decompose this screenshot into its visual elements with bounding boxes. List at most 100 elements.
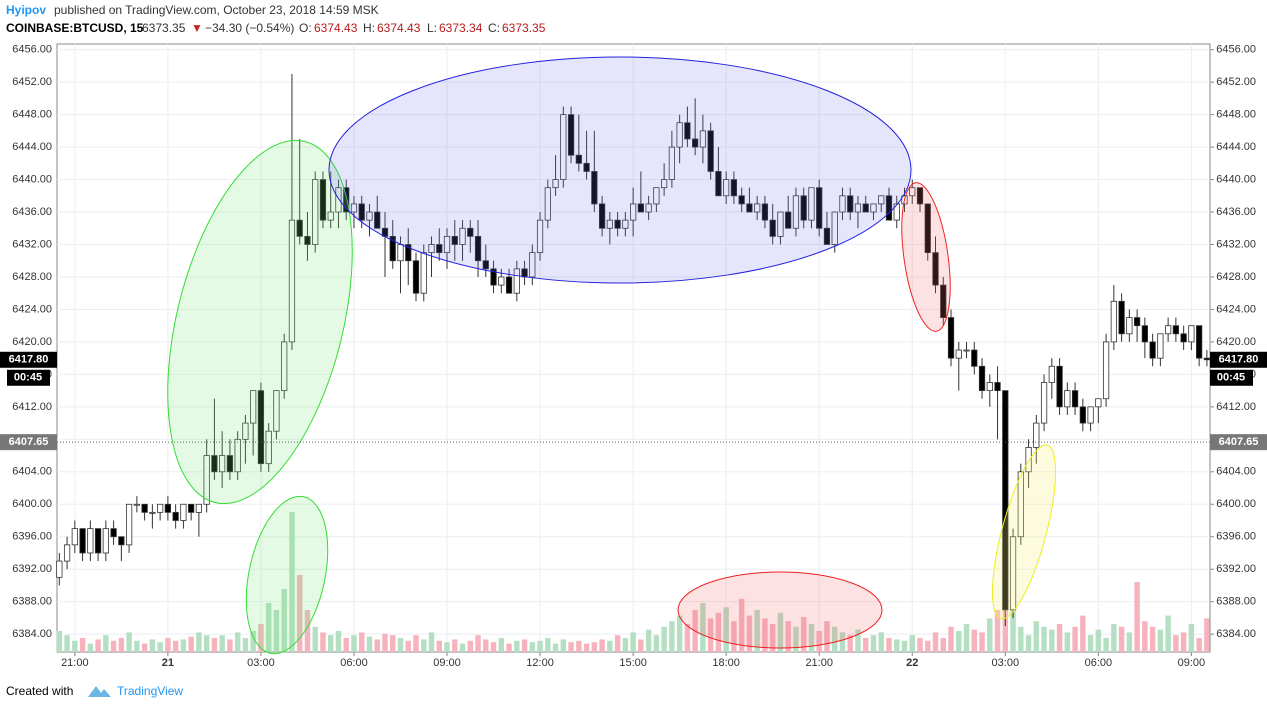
candle-body (358, 203, 365, 221)
candle-body (242, 422, 249, 440)
candle-body (823, 227, 831, 245)
candle-body (854, 203, 862, 213)
volume-bar (1025, 635, 1032, 652)
volume-bar (258, 624, 264, 652)
price-line-label: 6407.65 (9, 436, 49, 448)
volume-bar (1103, 638, 1109, 652)
candle-body (622, 219, 629, 229)
volume-bar (1204, 618, 1210, 652)
volume-bar (335, 631, 342, 652)
volume-bar (126, 632, 132, 652)
y-tick-label: 6388.00 (1216, 596, 1256, 608)
candle-body (862, 203, 869, 213)
candle-body (730, 179, 738, 197)
volume-bar (110, 640, 117, 652)
volume-bar (374, 639, 380, 652)
candle-body (482, 260, 489, 270)
y-tick-label: 6452.00 (12, 76, 52, 88)
volume-bar (963, 624, 970, 652)
x-tick-label: 03:00 (992, 657, 1020, 669)
y-tick-label: 6428.00 (12, 271, 52, 283)
volume-bar (118, 638, 125, 652)
candle-body (536, 219, 544, 254)
candle-body (994, 382, 1001, 392)
price-line-box (0, 434, 57, 451)
volume-bar (444, 642, 450, 652)
volume-bar (622, 638, 629, 652)
y-tick-label: 6436.00 (12, 206, 52, 218)
y-tick-label: 6448.00 (12, 109, 52, 121)
candle-body (707, 130, 714, 172)
candle-body (343, 187, 350, 213)
x-tick-label: 12:00 (526, 657, 554, 669)
published: published on TradingView.com, October 23… (54, 3, 379, 17)
candle-body (374, 211, 381, 229)
volume-bar (196, 632, 202, 652)
candle-body (226, 455, 234, 473)
candle-body (203, 455, 210, 505)
candle-body (195, 503, 203, 513)
candle-body (916, 187, 924, 205)
x-tick-label: 09:00 (433, 657, 461, 669)
candle-body (963, 349, 970, 352)
candle-body (273, 390, 280, 432)
volume-bar (475, 635, 481, 652)
volume-bar (769, 624, 776, 652)
candle-body (723, 179, 730, 197)
candle-body (149, 511, 156, 514)
annotation-ellipse (328, 56, 912, 284)
candle-body (816, 187, 823, 229)
candle-body (389, 235, 396, 262)
candle-body (1040, 382, 1048, 424)
candle-body (560, 114, 567, 180)
volume-bar (824, 621, 830, 652)
volume-bar (661, 626, 667, 652)
y-tick-label: 6392.00 (1216, 563, 1256, 575)
volume-bar (382, 633, 388, 652)
volume-bar (599, 639, 605, 652)
volume-bar (1064, 632, 1071, 652)
volume-bar (242, 638, 249, 652)
volume-bar (343, 638, 349, 652)
candle-body (157, 503, 164, 513)
brand[interactable]: TradingView (117, 684, 183, 698)
volume-bar (95, 639, 101, 652)
candle-body (1188, 325, 1195, 343)
h-label: H: (363, 21, 375, 35)
volume-bar (1056, 624, 1063, 652)
volume-bar (777, 612, 784, 652)
volume-bar (940, 638, 946, 652)
candle-body (583, 162, 590, 172)
volume-bar (715, 612, 722, 652)
last-price-box (1210, 351, 1267, 368)
volume-bar (591, 642, 598, 652)
author[interactable]: Hyipov (6, 3, 46, 17)
volume-bar (273, 610, 280, 652)
y-tick-label: 6448.00 (1216, 109, 1256, 121)
candle-body (893, 203, 900, 221)
candle-body (932, 252, 939, 286)
candle-body (125, 503, 133, 546)
volume-bar (1018, 626, 1024, 652)
volume-bar (987, 618, 993, 652)
candle-body (978, 365, 986, 392)
candle-body (800, 195, 807, 221)
candle-body (133, 503, 140, 506)
candle-body (490, 268, 497, 286)
volume-bar (653, 635, 660, 652)
volume-bar (576, 640, 582, 652)
volume-bar (514, 640, 520, 652)
candle-body (443, 235, 451, 254)
y-tick-label: 6384.00 (12, 628, 52, 640)
candle-body (1157, 333, 1164, 359)
candle-body (436, 244, 443, 254)
y-tick-label: 6420.00 (1216, 336, 1256, 348)
candle-body (1056, 365, 1063, 408)
volume-bar (1188, 624, 1195, 652)
volume-bar (870, 635, 877, 652)
candle-body (1165, 325, 1172, 335)
candle-body (412, 260, 420, 294)
candle-body (1118, 300, 1125, 335)
volume-bar (1142, 621, 1148, 652)
volume-bar (878, 632, 884, 652)
